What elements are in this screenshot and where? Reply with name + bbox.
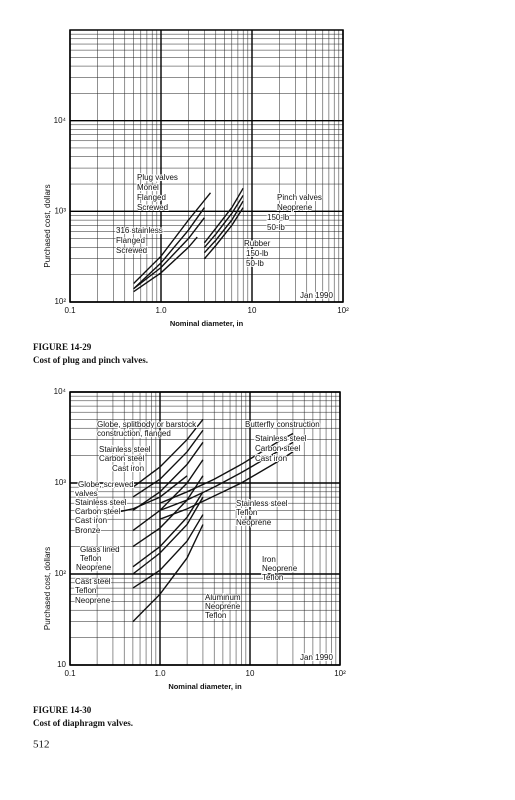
y-tick-label: 10² [54, 297, 66, 306]
annotation: Neoprene [205, 602, 241, 611]
cost-curve [159, 432, 294, 504]
figure-caption: Cost of diaphragm valves. [33, 718, 133, 728]
cost-curve [159, 441, 294, 512]
annotation: Rubber [244, 239, 271, 248]
annotation: Aluminum [205, 593, 241, 602]
y-tick-label: 10⁴ [54, 387, 67, 396]
annotation: Plug valves [137, 173, 178, 182]
annotation: Monel [137, 183, 159, 192]
annotation: Neoprene [76, 563, 112, 572]
annotation: Pinch valves [277, 193, 322, 202]
figure-label: FIGURE 14-30 [33, 705, 92, 715]
y-axis-label: Purchased cost, dollars [43, 184, 52, 267]
cost-curve [132, 514, 204, 589]
cost-curve [132, 491, 204, 568]
annotation: Screwed [116, 246, 147, 255]
annotation: Flanged [137, 193, 166, 202]
cost-curve [203, 200, 244, 254]
cost-curve [159, 451, 294, 520]
cost-curve [132, 475, 204, 548]
annotation: Neoprene [236, 518, 272, 527]
y-tick-label: 10⁴ [54, 116, 67, 125]
annotation: Carbon steel [99, 454, 145, 463]
y-tick-label: 10³ [54, 206, 66, 215]
annotation: Butterfly construction [245, 420, 320, 429]
cost-curve [203, 187, 244, 244]
x-axis-label: Nominal diameter, in [170, 319, 244, 328]
annotation: 150-lb [267, 213, 290, 222]
annotation: Flanged [116, 236, 145, 245]
annotation: Teflon [80, 554, 101, 563]
annotation: valves [75, 489, 98, 498]
cost-curve [132, 429, 204, 498]
cost-curve [105, 475, 188, 516]
cost-curve [203, 207, 244, 260]
x-tick-label: 10² [337, 306, 349, 315]
annotation: Neoprene [75, 596, 111, 605]
annotation: Iron [262, 555, 276, 564]
plot-frame [69, 391, 341, 666]
plot-frame [69, 29, 344, 303]
x-tick-label: 10 [248, 306, 257, 315]
annotation: Neoprene [277, 203, 313, 212]
annotation: Cast iron [75, 516, 107, 525]
x-axis-label: Nominal diameter, in [168, 682, 242, 691]
annotation: Stainless steel [75, 498, 127, 507]
x-tick-label: 10² [334, 669, 346, 678]
annotation: Jan 1990 [300, 653, 333, 662]
annotation: Stainless steel [255, 434, 307, 443]
y-tick-label: 10 [57, 660, 66, 669]
annotation: Carbon steel [75, 507, 121, 516]
y-tick-label: 10³ [54, 478, 66, 487]
x-tick-label: 0.1 [64, 669, 76, 678]
annotation: Teflon [262, 573, 283, 582]
annotation: Teflon [205, 611, 226, 620]
annotation: 50-lb [246, 259, 264, 268]
annotation: Carbon steel [255, 444, 301, 453]
annotation: Cast steel [75, 577, 111, 586]
annotation: Bronze [75, 526, 101, 535]
y-axis-label: Purchased cost, dollars [43, 547, 52, 630]
annotation: Cast iron [112, 464, 144, 473]
y-tick-label: 10² [54, 569, 66, 578]
annotation: Teflon [75, 586, 96, 595]
cost-curve [132, 441, 204, 511]
annotation: Stainless steel [99, 445, 151, 454]
annotation: Jan 1990 [300, 291, 333, 300]
page-number: 512 [33, 739, 50, 751]
annotation: 150-lb [246, 249, 269, 258]
annotation: Stainless steel [236, 499, 288, 508]
annotation: Globe, splitbody or barstock [97, 420, 197, 429]
cost-curve [133, 192, 212, 284]
cost-curve [133, 207, 205, 290]
cost-curve [133, 217, 205, 290]
cost-curve [133, 236, 198, 293]
annotation: Glass lined [80, 545, 120, 554]
figure-caption: Cost of plug and pinch valves. [33, 355, 148, 365]
x-tick-label: 0.1 [64, 306, 76, 315]
annotation: 316 stainless [116, 226, 163, 235]
annotation: Neoprene [262, 564, 298, 573]
cost-curve [132, 496, 204, 575]
cost-curve [132, 418, 204, 488]
annotation: Globe, screwed [78, 480, 134, 489]
x-tick-label: 1.0 [154, 669, 166, 678]
annotation: Screwed [137, 203, 168, 212]
cost-curve [203, 194, 244, 248]
cost-curve [132, 524, 204, 623]
x-tick-label: 10 [246, 669, 255, 678]
figure-label: FIGURE 14-29 [33, 342, 92, 352]
annotation: construction, flanged [97, 429, 171, 438]
x-tick-label: 1.0 [155, 306, 167, 315]
annotation: 50-lb [267, 223, 285, 232]
annotation: Cast iron [255, 454, 287, 463]
annotation: Teflon [236, 508, 257, 517]
cost-curve [132, 459, 204, 532]
